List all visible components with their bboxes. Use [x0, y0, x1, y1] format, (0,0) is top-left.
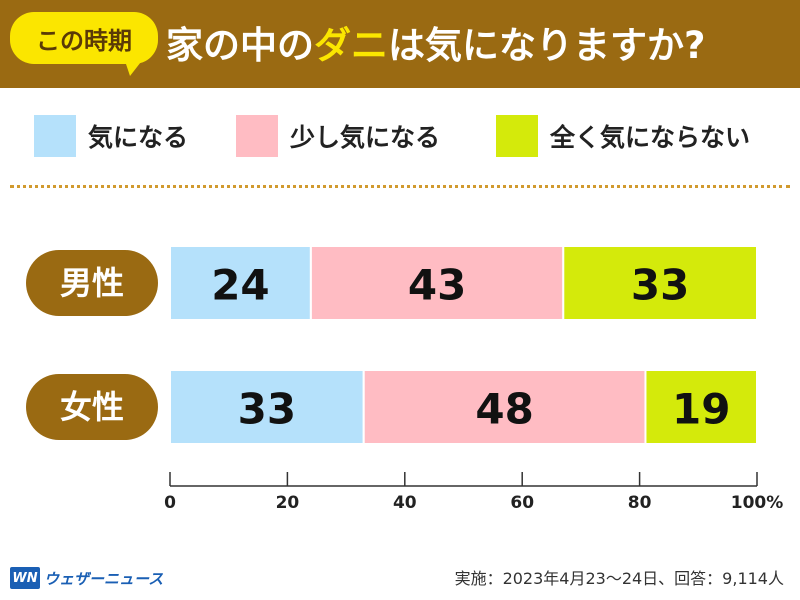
row-label-2: 女性 — [60, 388, 124, 426]
data-label-1-2: 43 — [408, 261, 466, 310]
bar-2-1 — [169, 369, 365, 445]
legend-label-1: 気になる — [88, 123, 189, 152]
title-highlight: ダニ — [314, 24, 388, 67]
data-label-1-1: 24 — [211, 261, 269, 310]
x-tick-label-0: 0 — [164, 493, 176, 513]
legend-swatch-2 — [236, 115, 278, 157]
x-tick-label-5: 100% — [731, 493, 784, 513]
data-label-2-1: 33 — [238, 385, 296, 434]
legend-label-3: 全く気にならない — [550, 123, 751, 152]
bar-1-3 — [562, 245, 758, 321]
data-label-2-2: 48 — [475, 385, 533, 434]
x-tick-label-4: 80 — [628, 493, 652, 513]
bar-2-3 — [644, 369, 758, 445]
header-bar: この時期 家の中の ダニ は気になりますか? — [0, 0, 800, 88]
legend-item-3: 全く気にならない — [496, 112, 750, 160]
row-label-pill-2 — [26, 374, 158, 440]
data-label-1-3: 33 — [631, 261, 689, 310]
x-tick-label-2: 40 — [393, 493, 417, 513]
row-label-1: 男性 — [60, 264, 124, 302]
legend-swatch-1 — [34, 115, 76, 157]
legend-item-1: 気になる — [34, 112, 188, 160]
chart-title: 家の中の ダニ は気になりますか? — [166, 14, 705, 70]
row-label-pill-1 — [26, 250, 158, 316]
legend: 気になる 少し気になる 全く気にならない — [0, 112, 800, 160]
badge-tail — [124, 58, 144, 76]
dotted-divider — [10, 185, 790, 188]
title-suffix: は気になりますか? — [388, 24, 706, 67]
survey-source: 実施：2023年4月23〜24日、回答：9,114人 — [454, 569, 784, 588]
legend-item-2: 少し気になる — [236, 112, 440, 160]
bar-1-2 — [309, 245, 565, 321]
weathernews-logo: WN ウェザーニュース — [10, 566, 163, 590]
x-tick-label-3: 60 — [510, 493, 534, 513]
logo-text: ウェザーニュース — [44, 569, 164, 588]
period-badge: この時期 — [10, 12, 158, 64]
legend-label-2: 少し気になる — [290, 123, 441, 152]
bar-2-2 — [362, 369, 647, 445]
data-label-2-3: 19 — [672, 385, 730, 434]
stacked-bar-chart: 男性 24 43 33 女性 33 48 19 0 20 40 60 80 100% — [26, 245, 784, 513]
logo-mark: WN — [10, 567, 40, 589]
title-prefix: 家の中の — [166, 24, 314, 67]
legend-swatch-3 — [496, 115, 538, 157]
x-tick-label-1: 20 — [276, 493, 300, 513]
